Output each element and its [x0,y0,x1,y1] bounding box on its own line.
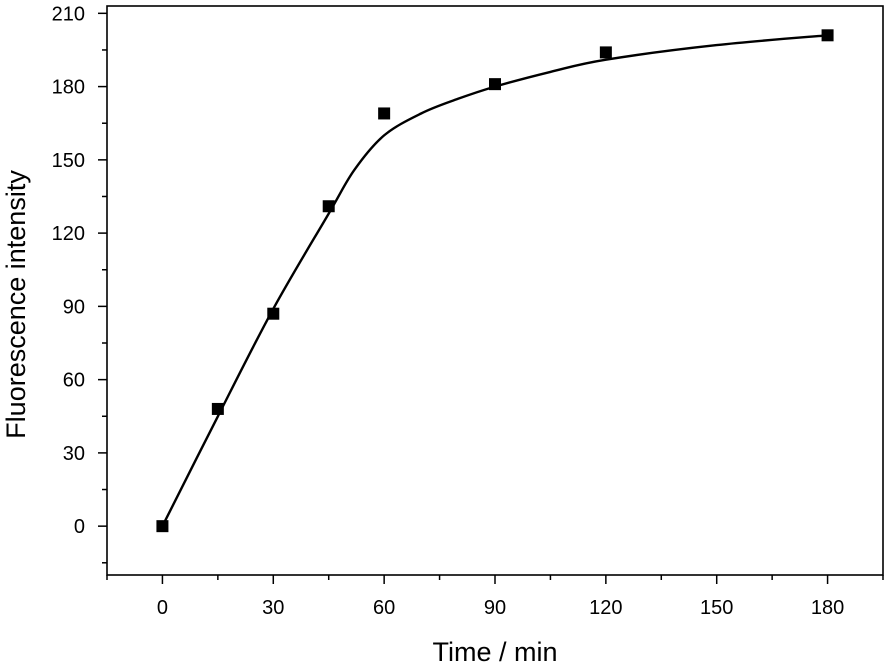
y-tick-label: 30 [63,443,85,465]
y-tick-label: 60 [63,370,85,392]
x-tick-label: 60 [373,597,395,619]
x-tick-label: 180 [811,597,844,619]
y-tick-label: 210 [52,3,85,25]
y-tick-label: 150 [52,150,85,172]
y-tick-label: 180 [52,77,85,99]
data-point [378,107,391,120]
y-tick-label: 120 [52,223,85,245]
data-point [599,46,612,59]
plot-frame [106,5,884,576]
y-axis-title: Fluorescence intensity [1,170,31,439]
x-axis-title: Time / min [432,637,557,666]
data-point [489,78,501,91]
y-tick-label: 90 [63,296,85,318]
data-point [211,402,224,415]
marker-layer [156,29,834,533]
x-tick-label: 120 [589,597,622,619]
data-point [322,200,335,213]
curve-layer [161,34,828,527]
data-point [821,29,834,42]
fit-curve [161,34,828,527]
y-tick-label: 0 [74,516,85,538]
x-tick-label: 0 [157,597,168,619]
axes: 0 30 60 90 120 150 180 0 30 60 90 120 150 180 210 [52,3,884,619]
data-point [267,307,280,320]
x-tick-label: 30 [262,597,284,619]
x-tick-label: 90 [484,597,506,619]
data-point [156,520,169,533]
x-tick-label: 150 [700,597,733,619]
